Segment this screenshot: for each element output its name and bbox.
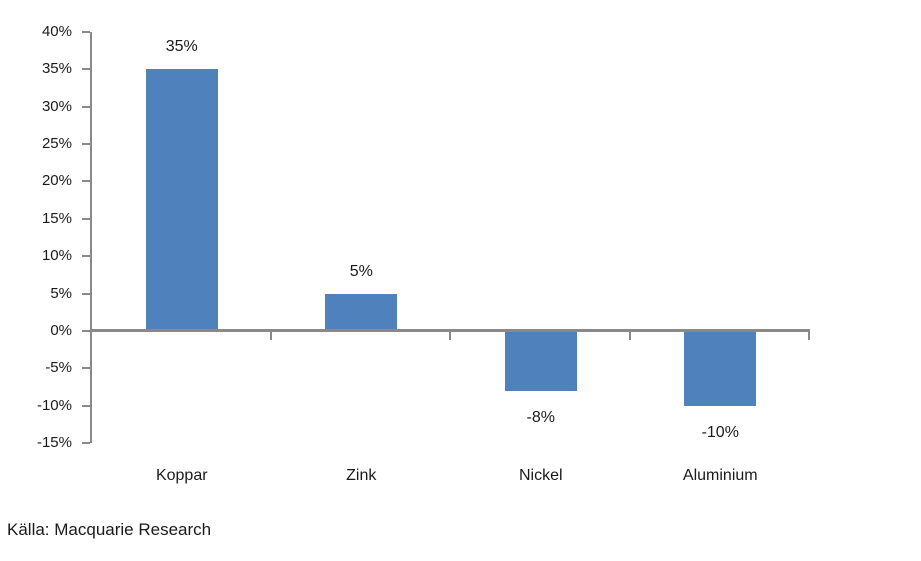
bar-value-label: 5% <box>349 262 373 280</box>
y-tick-label: -15% <box>36 434 72 451</box>
x-tick <box>269 332 272 341</box>
y-tick-label: 40% <box>41 23 72 40</box>
y-tick <box>82 31 90 33</box>
y-tick-label: 5% <box>50 284 72 302</box>
bar-zink <box>325 293 398 331</box>
x-tick <box>449 332 451 341</box>
y-tick <box>82 292 90 295</box>
y-tick-label: -10% <box>36 396 72 414</box>
x-tick <box>808 332 810 341</box>
y-tick <box>82 404 90 407</box>
y-axis-line <box>90 32 92 443</box>
y-tick-label: -5% <box>45 359 72 377</box>
y-tick <box>82 143 90 146</box>
bar-koppar <box>145 69 218 331</box>
category-label-koppar: Koppar <box>155 467 208 484</box>
y-tick <box>82 105 90 108</box>
y-tick-label: 20% <box>41 172 72 190</box>
y-tick-label: 35% <box>41 60 72 78</box>
x-tick <box>628 332 631 341</box>
y-tick-label: 25% <box>41 135 72 153</box>
bar-value-label: -10% <box>701 423 739 441</box>
bar-aluminium <box>684 330 757 406</box>
y-tick <box>82 442 90 444</box>
y-tick-label: 15% <box>41 209 72 227</box>
bar-value-label: 35% <box>165 38 198 56</box>
y-tick <box>82 180 90 183</box>
y-tick <box>82 68 90 71</box>
category-label-zink: Zink <box>346 467 377 484</box>
bar-nickel <box>504 330 577 391</box>
y-tick <box>82 255 90 258</box>
x-axis-line <box>92 329 810 333</box>
category-label-nickel: Nickel <box>518 467 563 484</box>
category-label-aluminium: Aluminium <box>682 467 758 484</box>
y-tick-label: 0% <box>50 321 72 339</box>
bar-value-label: -8% <box>526 408 555 426</box>
y-tick-label: 10% <box>41 247 72 265</box>
y-tick-label: 30% <box>41 97 72 115</box>
source-note: Källa: Macquarie Research <box>7 520 212 539</box>
y-tick <box>82 217 90 220</box>
y-tick <box>82 367 90 370</box>
y-tick <box>82 329 90 332</box>
